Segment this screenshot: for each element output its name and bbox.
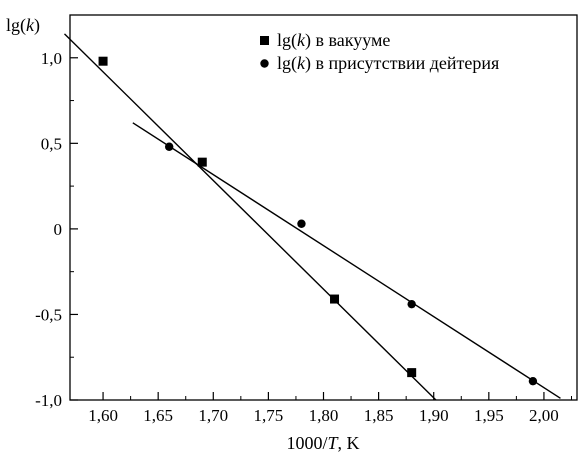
fit-line-deuterium — [132, 122, 561, 399]
fit-line-vacuum — [63, 33, 437, 401]
y-tick-label: 0,5 — [41, 134, 62, 153]
y-axis-tick-labels: -1,0 -0,5 0 0,5 1,0 — [35, 49, 62, 410]
x-tick-label: 1,95 — [474, 406, 504, 425]
circle-marker — [297, 219, 306, 228]
legend-entry-vacuum: lg(k) в вакууме — [260, 30, 390, 51]
legend-label-deuterium: lg(k) в присутствии дейтерия — [277, 53, 499, 74]
legend-label-vacuum: lg(k) в вакууме — [277, 30, 390, 51]
circle-marker — [164, 142, 174, 151]
plot-area: 1,60 1,65 1,70 1,75 1,80 1,85 1,90 1,95 2,00 -1,… — [35, 14, 578, 425]
y-axis-label: lg(k) — [6, 15, 40, 36]
y-tick-label: 0 — [54, 220, 63, 239]
data-markers — [98, 56, 538, 386]
x-axis-label: 1000/T, K — [286, 433, 359, 453]
legend-square-marker — [260, 36, 269, 45]
square-marker — [197, 157, 207, 167]
x-axis-tick-labels: 1,60 1,65 1,70 1,75 1,80 1,85 1,90 1,95 2,00 — [88, 406, 559, 425]
x-tick-label: 1,70 — [198, 406, 228, 425]
square-marker — [98, 56, 108, 66]
y-tick-label: -0,5 — [35, 305, 62, 324]
x-tick-label: 1,75 — [254, 406, 284, 425]
square-marker — [330, 294, 340, 304]
x-tick-label: 1,65 — [143, 406, 173, 425]
circle-marker — [528, 376, 538, 386]
legend-entry-deuterium: lg(k) в присутствии дейтерия — [260, 53, 499, 74]
x-tick-label: 1,90 — [419, 406, 449, 425]
x-axis-ticks — [102, 392, 572, 400]
y-tick-label: -1,0 — [35, 391, 62, 410]
x-tick-label: 2,00 — [529, 406, 559, 425]
y-tick-label: 1,0 — [41, 49, 62, 68]
square-marker — [407, 368, 417, 378]
y-axis-ticks — [70, 57, 78, 401]
circle-marker — [407, 299, 416, 309]
legend-circle-marker — [260, 59, 269, 68]
x-tick-label: 1,60 — [88, 406, 118, 425]
x-tick-label: 1,80 — [309, 406, 339, 425]
x-tick-label: 1,85 — [364, 406, 394, 425]
legend: lg(k) в вакууме lg(k) в присутствии дейт… — [260, 30, 499, 74]
fit-lines — [63, 33, 561, 401]
